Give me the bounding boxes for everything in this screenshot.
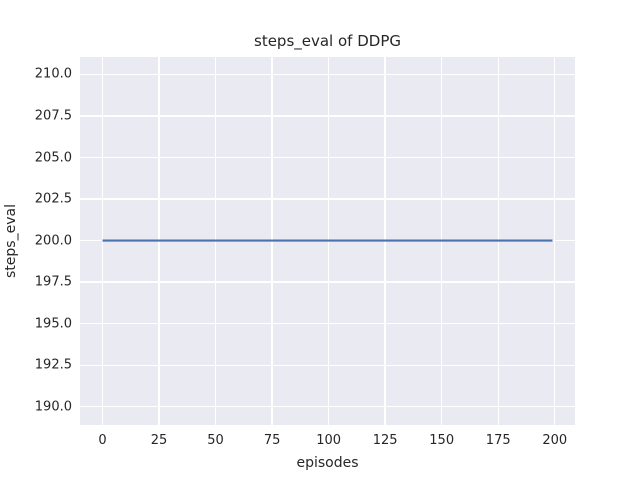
x-tick-label: 100 — [316, 433, 342, 448]
horizontal-gridline — [80, 406, 575, 408]
vertical-gridline — [554, 57, 556, 425]
horizontal-gridline — [80, 73, 575, 76]
y-axis-label: steps_eval — [3, 204, 19, 278]
x-tick-label: 0 — [98, 433, 107, 448]
y-tick-label: 192.5 — [34, 357, 72, 373]
y-tick-label: 190.0 — [34, 399, 72, 415]
x-tick-label: 50 — [207, 433, 224, 448]
y-tick-label: 210.0 — [34, 66, 72, 82]
x-tick-label: 200 — [542, 433, 568, 448]
x-tick-label: 25 — [150, 433, 168, 448]
y-tick-label: 202.5 — [34, 191, 72, 207]
horizontal-gridline — [80, 198, 575, 200]
horizontal-gridline — [80, 115, 575, 117]
y-tick-label: 200.0 — [34, 233, 72, 249]
x-tick-label: 75 — [263, 433, 281, 448]
x-tick-label: 150 — [429, 433, 455, 448]
y-tick-label: 197.5 — [34, 274, 72, 290]
x-tick-label: 175 — [485, 433, 511, 448]
chart-title: steps_eval of DDPG — [254, 32, 401, 50]
y-tick-label: 205.0 — [34, 150, 72, 165]
series-layer — [102, 239, 553, 242]
horizontal-gridline — [80, 364, 575, 366]
x-tick-label: 125 — [372, 433, 398, 448]
horizontal-gridline — [80, 281, 575, 283]
horizontal-gridline — [80, 156, 575, 159]
x-axis-label: episodes — [296, 455, 359, 471]
y-tick-label: 207.5 — [34, 108, 72, 124]
horizontal-gridline — [80, 322, 575, 325]
y-tick-label: 195.0 — [34, 316, 72, 332]
plot-area — [80, 57, 575, 425]
